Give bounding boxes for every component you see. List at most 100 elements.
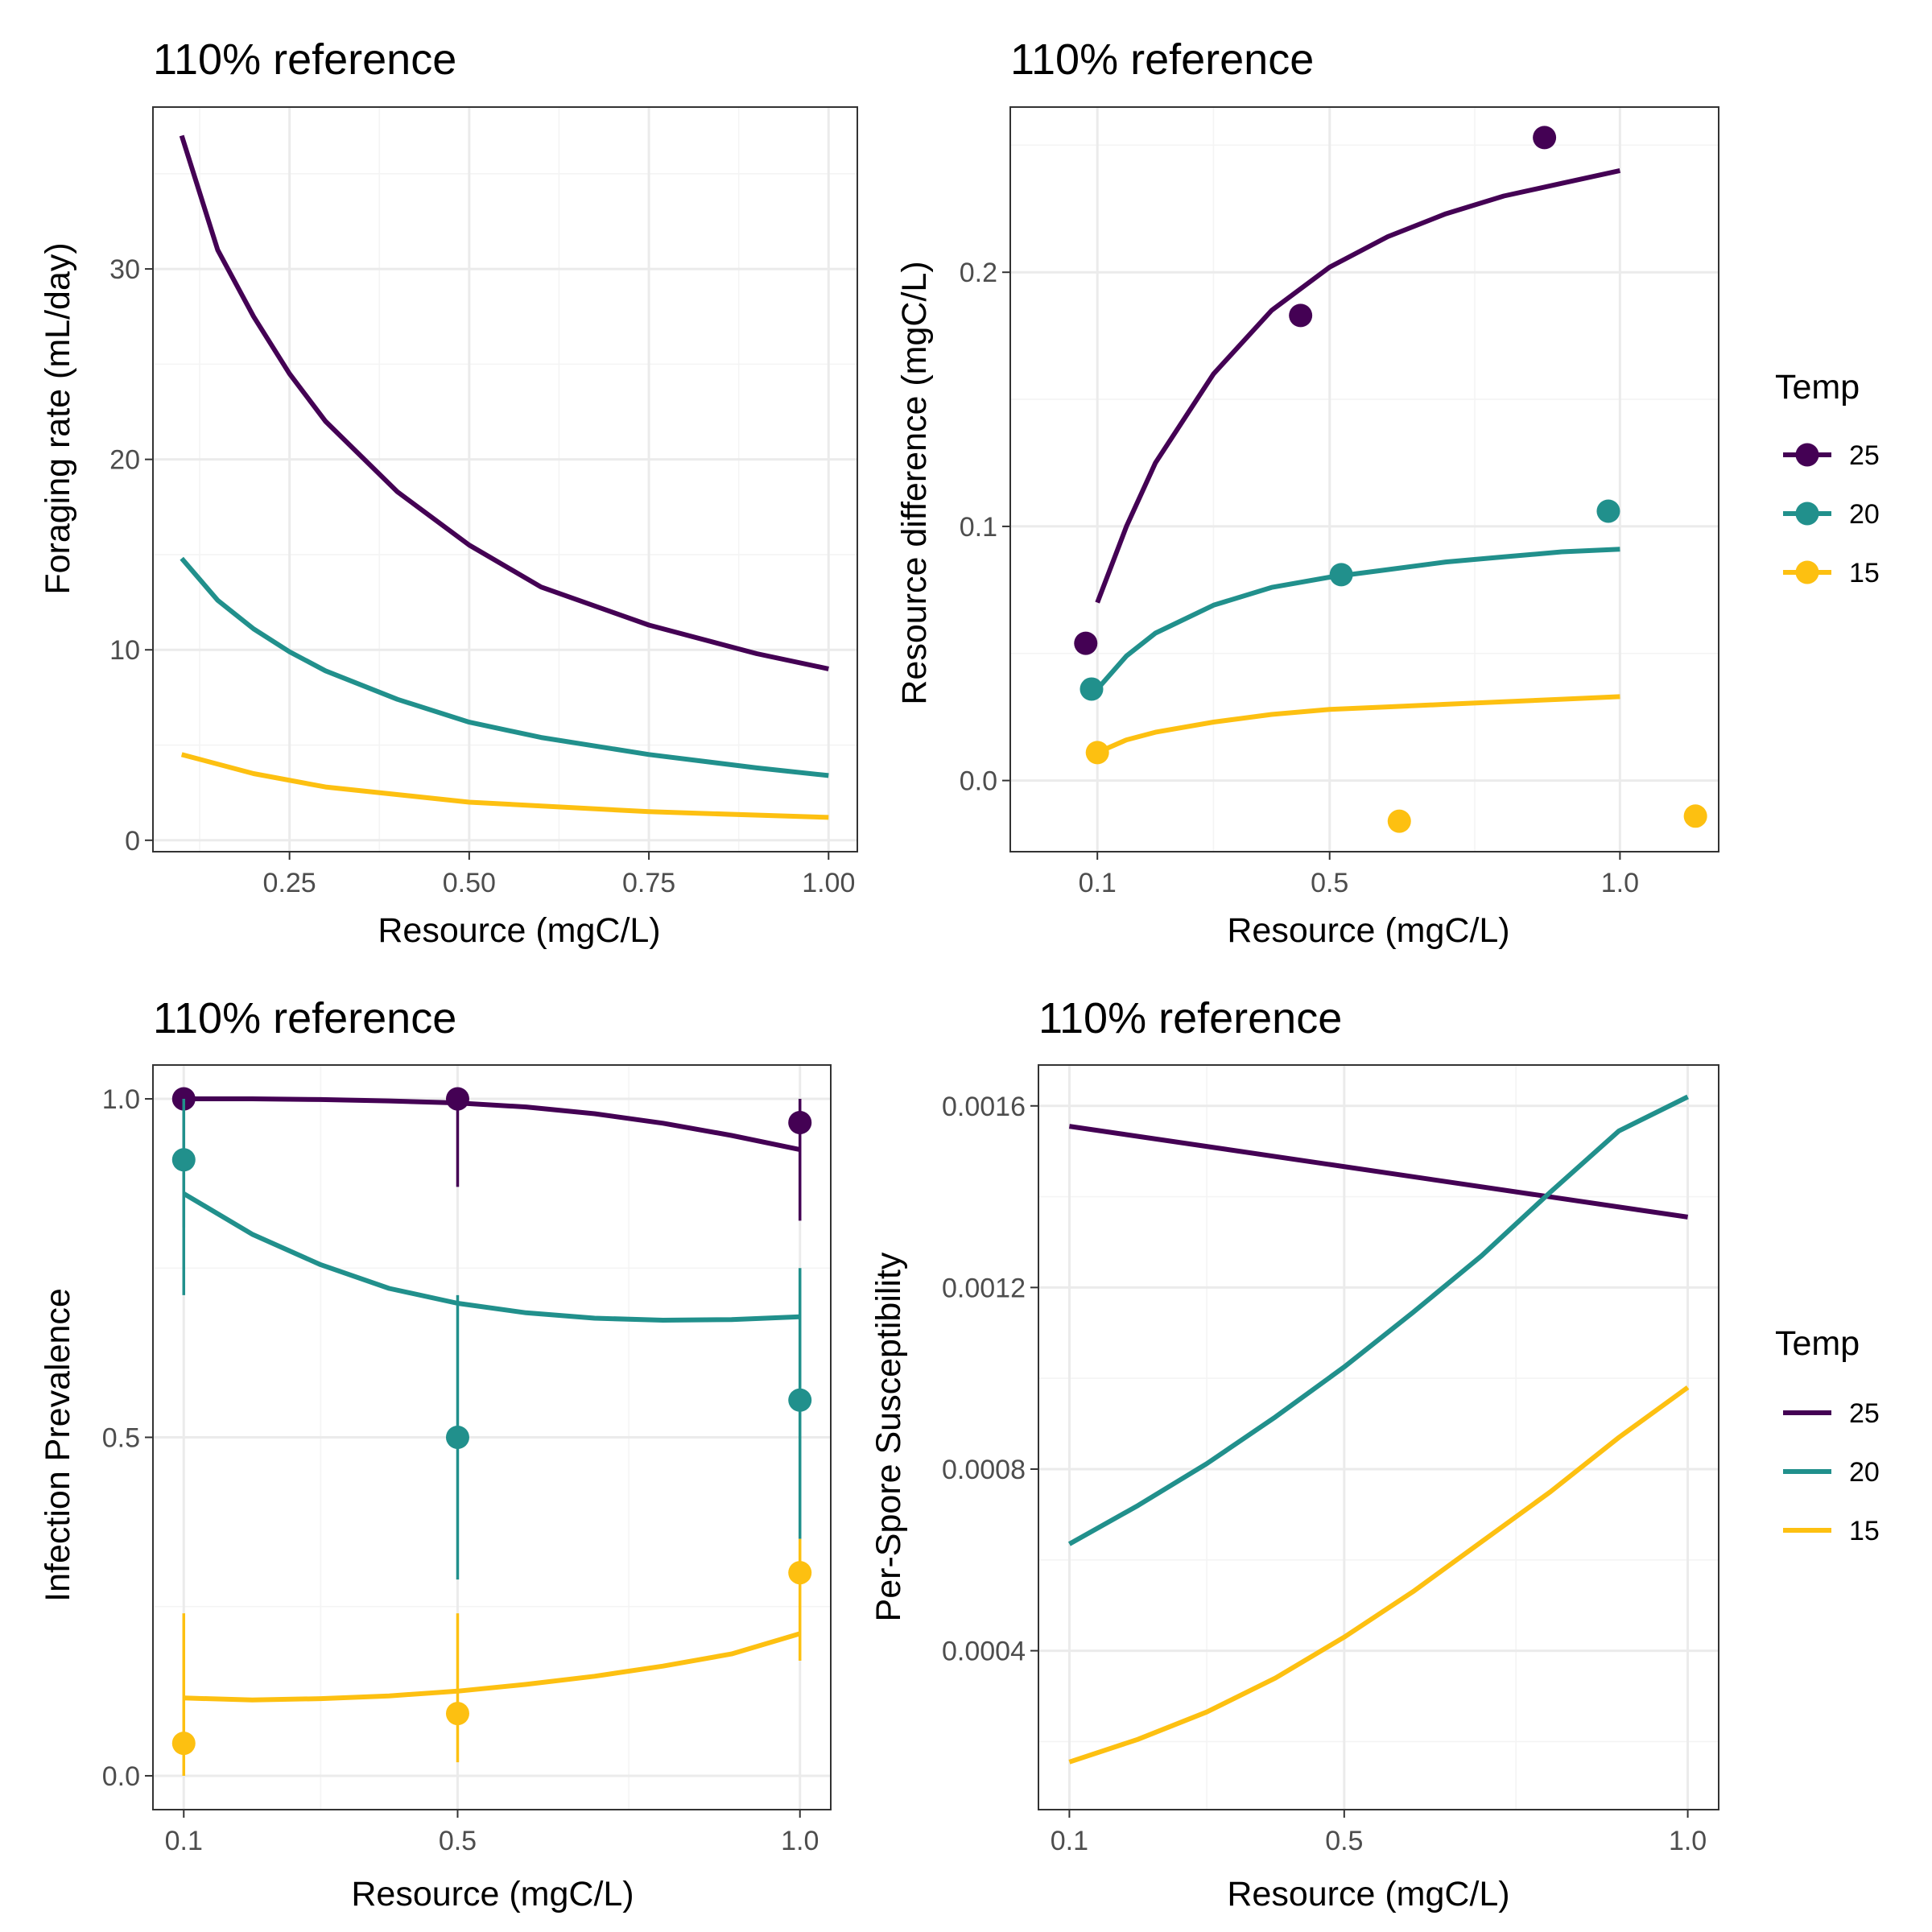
data-point-25 — [788, 1110, 812, 1134]
x-tick-label: 1.0 — [781, 1826, 819, 1856]
panel-resource-difference: 110% reference Resource (mgC/L) Resource… — [895, 35, 1719, 950]
y-tick-label: 0.0008 — [942, 1455, 1026, 1485]
panel-title: 110% reference — [153, 994, 456, 1042]
legend-temp-points: Temp 25 20 15 — [1775, 368, 1880, 588]
y-tick-label: 0.2 — [960, 258, 997, 288]
legend-label-15: 15 — [1849, 558, 1880, 588]
panel-per-spore-susceptibility: 110% reference Resource (mgC/L) Per-Spor… — [869, 994, 1719, 1913]
data-point-20 — [445, 1426, 469, 1449]
x-tick-label: 0.75 — [622, 868, 675, 898]
y-tick-label: 0.0 — [960, 766, 997, 797]
plot-area — [1010, 107, 1719, 852]
data-point-25 — [1074, 631, 1098, 655]
y-axis-title: Foraging rate (mL/day) — [39, 242, 77, 594]
panel-title: 110% reference — [1010, 35, 1314, 84]
x-tick-label: 0.5 — [1311, 868, 1348, 898]
panel-title: 110% reference — [1038, 994, 1342, 1042]
y-tick-label: 10 — [109, 635, 140, 666]
x-tick-label: 1.00 — [802, 868, 855, 898]
legend-key-point-25 — [1795, 443, 1819, 467]
y-tick-label: 20 — [109, 445, 140, 476]
panel-border — [152, 106, 858, 852]
legend-key-point-15 — [1795, 560, 1819, 584]
data-point-20 — [788, 1388, 812, 1412]
series-line-20 — [180, 556, 829, 778]
legend-label-20: 20 — [1849, 499, 1880, 530]
y-axis-title: Per-Spore Susceptibility — [869, 1252, 908, 1621]
legend-label-20: 20 — [1849, 1457, 1880, 1488]
legend-key-point-20 — [1795, 502, 1819, 526]
x-tick-label: 0.1 — [1051, 1826, 1088, 1856]
legend-title: Temp — [1775, 368, 1860, 407]
data-point-15 — [1085, 741, 1109, 765]
x-tick-label: 0.5 — [439, 1826, 477, 1856]
panel-border — [1009, 106, 1719, 852]
x-axis-title: Resource (mgC/L) — [378, 911, 660, 950]
x-tick-label: 0.1 — [165, 1826, 203, 1856]
x-tick-label: 0.1 — [1079, 868, 1117, 898]
data-point-25 — [1533, 126, 1557, 150]
data-point-15 — [1683, 804, 1707, 828]
y-axis-title: Resource difference (mgC/L) — [895, 261, 934, 704]
data-point-25 — [1289, 303, 1313, 328]
data-point-20 — [1596, 499, 1620, 523]
data-point-15 — [171, 1732, 196, 1756]
y-tick-label: 0.0 — [102, 1761, 140, 1792]
legend-title: Temp — [1775, 1324, 1860, 1363]
x-axis-title: Resource (mgC/L) — [1227, 911, 1509, 950]
panel-title: 110% reference — [153, 35, 456, 84]
y-tick-label: 0.1 — [960, 512, 997, 543]
panel-foraging-rate: 110% reference Resource (mgC/L) Foraging… — [39, 35, 858, 950]
series-line-25 — [179, 134, 829, 671]
x-tick-label: 1.0 — [1601, 868, 1639, 898]
data-point-15 — [1387, 809, 1411, 833]
series-line-15 — [1068, 1385, 1690, 1765]
plot-background — [1038, 1065, 1719, 1810]
legend-label-25: 25 — [1849, 1398, 1880, 1429]
series-line-25 — [184, 1096, 801, 1153]
plot-area — [1038, 1065, 1719, 1810]
legend-temp-lines: Temp 25 20 15 — [1775, 1324, 1880, 1546]
series-line-20 — [1067, 1094, 1689, 1546]
x-axis-title: Resource (mgC/L) — [351, 1875, 634, 1913]
series-line-15 — [180, 752, 829, 820]
data-layer — [171, 1087, 812, 1776]
data-point-15 — [445, 1702, 469, 1726]
x-tick-label: 0.50 — [443, 868, 496, 898]
data-point-25 — [445, 1087, 469, 1111]
y-tick-label: 0 — [125, 826, 140, 857]
series-line-25 — [1095, 167, 1621, 604]
series-line-20 — [1095, 547, 1620, 691]
x-tick-label: 0.25 — [263, 868, 316, 898]
panel-infection-prevalence: 110% reference Resource (mgC/L) Infectio… — [39, 994, 832, 1913]
series-line-20 — [182, 1191, 800, 1323]
data-layer — [179, 134, 829, 820]
y-tick-label: 0.0016 — [942, 1092, 1026, 1122]
legend-label-25: 25 — [1849, 440, 1880, 471]
y-tick-label: 0.5 — [102, 1423, 140, 1454]
plot-background — [1010, 107, 1719, 852]
series-line-15 — [1096, 694, 1620, 755]
x-tick-label: 0.5 — [1325, 1826, 1363, 1856]
y-axis-title: Infection Prevalence — [39, 1288, 77, 1602]
y-tick-label: 0.0012 — [942, 1273, 1026, 1303]
series-line-15 — [184, 1631, 801, 1703]
x-axis-title: Resource (mgC/L) — [1227, 1875, 1509, 1913]
plot-background — [153, 107, 857, 852]
y-tick-label: 1.0 — [102, 1084, 140, 1115]
data-layer — [1067, 1094, 1690, 1765]
legend-label-15: 15 — [1849, 1516, 1880, 1546]
data-point-15 — [788, 1561, 812, 1585]
y-tick-label: 30 — [109, 254, 140, 285]
panel-border — [152, 1064, 832, 1810]
x-tick-label: 1.0 — [1669, 1826, 1707, 1856]
series-line-25 — [1068, 1124, 1689, 1220]
data-point-20 — [1329, 563, 1353, 587]
panel-border — [1038, 1064, 1719, 1810]
data-point-20 — [171, 1148, 196, 1172]
plot-area — [153, 107, 857, 852]
y-tick-label: 0.0004 — [942, 1637, 1026, 1667]
data-point-20 — [1080, 677, 1104, 701]
data-layer — [1074, 126, 1707, 833]
